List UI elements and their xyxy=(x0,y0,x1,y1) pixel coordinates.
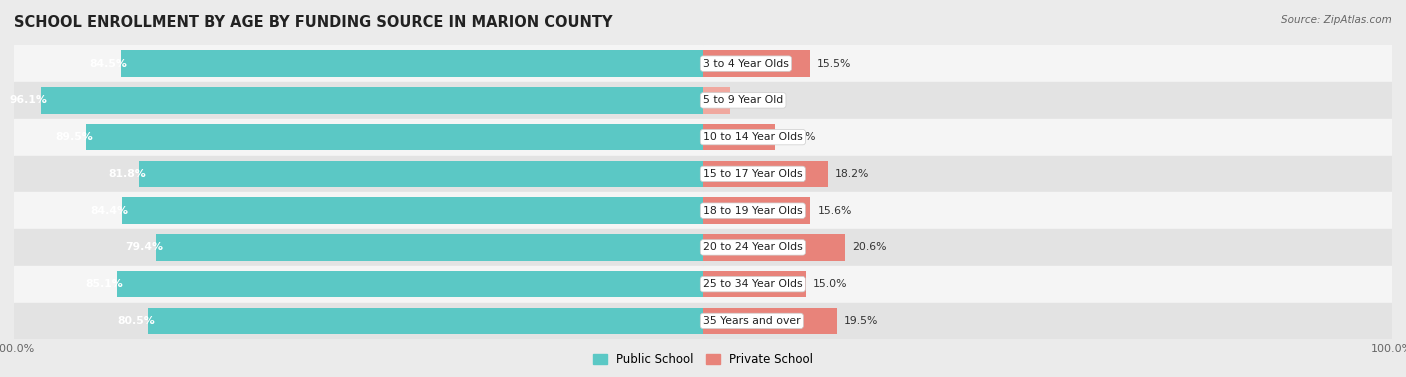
Text: 25 to 34 Year Olds: 25 to 34 Year Olds xyxy=(703,279,803,289)
Bar xyxy=(121,198,703,224)
Bar xyxy=(703,266,1392,302)
Bar xyxy=(14,229,703,266)
Bar xyxy=(139,161,703,187)
Text: 18.2%: 18.2% xyxy=(835,169,870,179)
Text: SCHOOL ENROLLMENT BY AGE BY FUNDING SOURCE IN MARION COUNTY: SCHOOL ENROLLMENT BY AGE BY FUNDING SOUR… xyxy=(14,15,613,30)
Text: 79.4%: 79.4% xyxy=(125,242,163,253)
Bar xyxy=(703,51,810,77)
Bar xyxy=(703,192,1392,229)
Text: 20 to 24 Year Olds: 20 to 24 Year Olds xyxy=(703,242,803,253)
Text: 20.6%: 20.6% xyxy=(852,242,886,253)
Bar xyxy=(703,308,838,334)
Text: 3 to 4 Year Olds: 3 to 4 Year Olds xyxy=(703,58,789,69)
Bar xyxy=(14,82,703,119)
Text: 85.1%: 85.1% xyxy=(86,279,124,289)
Text: 84.4%: 84.4% xyxy=(90,205,128,216)
Text: 80.5%: 80.5% xyxy=(118,316,155,326)
Bar xyxy=(149,308,703,334)
Bar xyxy=(703,229,1392,266)
Legend: Public School, Private School: Public School, Private School xyxy=(588,349,818,371)
Bar xyxy=(703,156,1392,192)
Bar xyxy=(86,124,703,150)
Bar xyxy=(703,82,1392,119)
Text: 10.5%: 10.5% xyxy=(782,132,817,142)
Bar xyxy=(703,302,1392,339)
Text: 18 to 19 Year Olds: 18 to 19 Year Olds xyxy=(703,205,803,216)
Text: 5 to 9 Year Old: 5 to 9 Year Old xyxy=(703,95,783,106)
Bar xyxy=(156,234,703,261)
Bar xyxy=(703,87,730,113)
Bar xyxy=(41,87,703,113)
Bar xyxy=(14,302,703,339)
Bar xyxy=(14,119,703,156)
Text: 84.5%: 84.5% xyxy=(90,58,128,69)
Bar xyxy=(117,271,703,297)
Text: 15.0%: 15.0% xyxy=(813,279,848,289)
Bar xyxy=(14,156,703,192)
Bar xyxy=(703,119,1392,156)
Bar xyxy=(14,192,703,229)
Text: 3.9%: 3.9% xyxy=(737,95,765,106)
Text: 15 to 17 Year Olds: 15 to 17 Year Olds xyxy=(703,169,803,179)
Text: 96.1%: 96.1% xyxy=(10,95,48,106)
Text: 15.5%: 15.5% xyxy=(817,58,851,69)
Text: 89.5%: 89.5% xyxy=(56,132,93,142)
Text: Source: ZipAtlas.com: Source: ZipAtlas.com xyxy=(1281,15,1392,25)
Bar xyxy=(703,124,775,150)
Bar xyxy=(14,45,703,82)
Bar xyxy=(703,45,1392,82)
Text: 15.6%: 15.6% xyxy=(817,205,852,216)
Text: 81.8%: 81.8% xyxy=(108,169,146,179)
Bar xyxy=(703,161,828,187)
Text: 35 Years and over: 35 Years and over xyxy=(703,316,800,326)
Bar xyxy=(703,198,810,224)
Bar xyxy=(703,234,845,261)
Text: 10 to 14 Year Olds: 10 to 14 Year Olds xyxy=(703,132,803,142)
Text: 19.5%: 19.5% xyxy=(844,316,879,326)
Bar xyxy=(703,271,807,297)
Bar xyxy=(14,266,703,302)
Bar xyxy=(121,51,703,77)
